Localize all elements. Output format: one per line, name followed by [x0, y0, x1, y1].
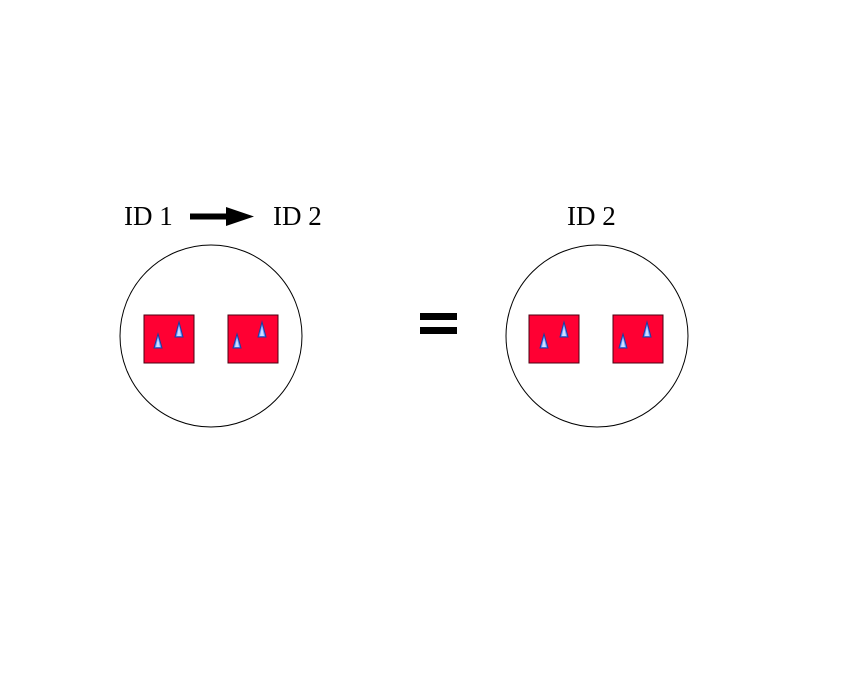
right-container-circle [505, 244, 689, 428]
result-id-label: ID 2 [567, 201, 616, 231]
target-id-label: ID 2 [273, 201, 322, 231]
right-square-1 [528, 314, 580, 364]
right-group: ID 2 [505, 201, 689, 428]
source-id-label: ID 1 [124, 201, 173, 231]
triangle-icon [174, 320, 184, 338]
triangle-icon [539, 332, 549, 349]
triangle-icon [559, 320, 569, 338]
left-square-2 [227, 314, 279, 364]
right-square-2 [612, 314, 664, 364]
left-container-circle [119, 244, 303, 428]
equals-sign-icon [420, 313, 457, 334]
triangle-icon [232, 332, 242, 349]
triangle-icon [153, 332, 163, 349]
right-arrow-icon [190, 207, 254, 226]
left-square-1 [143, 314, 195, 364]
triangle-icon [618, 332, 628, 349]
triangle-icon [642, 320, 652, 338]
triangle-icon [257, 320, 267, 338]
left-group: ID 1 ID 2 [119, 201, 322, 428]
